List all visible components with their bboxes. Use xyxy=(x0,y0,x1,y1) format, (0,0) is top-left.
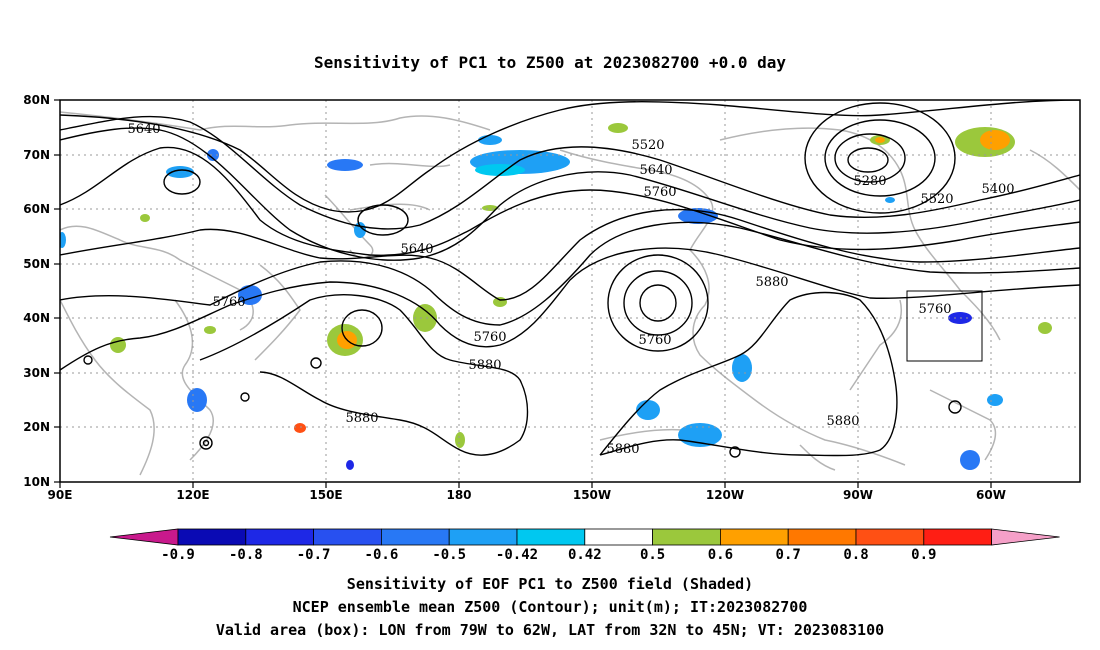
colorbar-tick-label: 0.8 xyxy=(843,547,868,563)
colorbar-segment xyxy=(516,528,586,546)
lat-tick-label: 80N xyxy=(23,93,50,107)
contour-label: 5520 xyxy=(631,138,664,153)
lon-tick-label: 120W xyxy=(706,488,744,502)
contour-label: 5280 xyxy=(853,174,886,189)
lon-tick-label: 60W xyxy=(976,488,1006,502)
contour-label: 5760 xyxy=(638,333,671,348)
lon-tick-label: 180 xyxy=(446,488,471,502)
colorbar-tick-label: -0.42 xyxy=(496,547,538,563)
colorbar-tick-label: -0.6 xyxy=(365,547,399,563)
map-plot-area: 5640 5520 5640 5760 5280 5520 5400 5640 … xyxy=(60,100,1080,482)
colorbar-segment xyxy=(991,528,1060,546)
caption-line-2: NCEP ensemble mean Z500 (Contour); unit(… xyxy=(293,598,808,616)
graticule xyxy=(60,100,1080,482)
lat-tick-label: 50N xyxy=(23,257,50,271)
colorbar-segment xyxy=(313,528,382,546)
lon-tick-label: 150E xyxy=(309,488,342,502)
contour-label: 5640 xyxy=(639,163,672,178)
colorbar-tick-label: 0.42 xyxy=(568,547,602,563)
colorbar-tick-label: 0.5 xyxy=(640,547,665,563)
colorbar-segment xyxy=(109,528,179,546)
colorbar-segment xyxy=(923,528,992,546)
colorbar-tick-label: 0.6 xyxy=(708,547,733,563)
caption-line-3: Valid area (box): LON from 79W to 62W, L… xyxy=(216,621,884,639)
contour-label: 5760 xyxy=(473,330,506,345)
latitude-labels: 80N 70N 60N 50N 40N 30N 20N 10N xyxy=(23,93,50,489)
map-frame xyxy=(59,99,1081,483)
lat-tick-label: 60N xyxy=(23,202,50,216)
contour-label: 5880 xyxy=(468,358,501,373)
contour-label: 5760 xyxy=(643,185,676,200)
colorbar-tick-label: -0.9 xyxy=(161,547,195,563)
colorbar-tick-label: -0.5 xyxy=(432,547,466,563)
colorbar-segment xyxy=(245,528,315,546)
lon-tick-label: 90E xyxy=(48,488,73,502)
lon-tick-label: 150W xyxy=(573,488,611,502)
contour-label: 5760 xyxy=(212,295,245,310)
colorbar-segment xyxy=(177,528,247,546)
colorbar-tick-label: -0.7 xyxy=(297,547,331,563)
contour-label: 5640 xyxy=(400,242,433,257)
colorbar-segment xyxy=(380,528,450,546)
colorbar-segment xyxy=(787,528,857,546)
lon-tick-label: 90W xyxy=(843,488,873,502)
figure-title: Sensitivity of PC1 to Z500 at 2023082700… xyxy=(314,53,786,72)
longitude-labels: 90E 120E 150E 180 150W 120W 90W 60W xyxy=(48,488,1006,502)
contour-label: 5400 xyxy=(981,182,1014,197)
contour-label: 5880 xyxy=(345,411,378,426)
lat-tick-label: 30N xyxy=(23,366,50,380)
lat-tick-label: 20N xyxy=(23,420,50,434)
colorbar-segment xyxy=(720,528,789,546)
lat-tick-label: 10N xyxy=(23,475,50,489)
contour-labels: 5640 5520 5640 5760 5280 5520 5400 5640 … xyxy=(127,122,1014,457)
colorbar-segment xyxy=(652,528,721,546)
colorbar-tick-label: 0.9 xyxy=(911,547,936,563)
contour-label: 5880 xyxy=(826,414,859,429)
colorbar-tick-label: -0.8 xyxy=(229,547,263,563)
colorbar-segment xyxy=(584,528,653,546)
colorbar-segment xyxy=(855,528,925,546)
lon-tick-label: 120E xyxy=(176,488,209,502)
contour-label: 5880 xyxy=(606,442,639,457)
contour-label: 5880 xyxy=(755,275,788,290)
lat-tick-label: 40N xyxy=(23,311,50,325)
contour-label: 5760 xyxy=(918,302,951,317)
valid-area-box xyxy=(906,290,983,362)
colorbar-tick-label: 0.7 xyxy=(776,547,801,563)
contour-label: 5520 xyxy=(920,192,953,207)
colorbar-labels: -0.9 -0.8 -0.7 -0.6 -0.5 -0.42 0.42 0.5 0.6 0.7 0.… xyxy=(161,547,936,563)
lat-tick-label: 70N xyxy=(23,148,50,162)
colorbar-segment xyxy=(448,528,518,546)
contour-label: 5640 xyxy=(127,122,160,137)
caption-line-1: Sensitivity of EOF PC1 to Z500 field (Sh… xyxy=(347,575,753,593)
tick-marks xyxy=(54,99,992,488)
colorbar xyxy=(109,528,1060,546)
z500-contours xyxy=(60,100,1080,458)
